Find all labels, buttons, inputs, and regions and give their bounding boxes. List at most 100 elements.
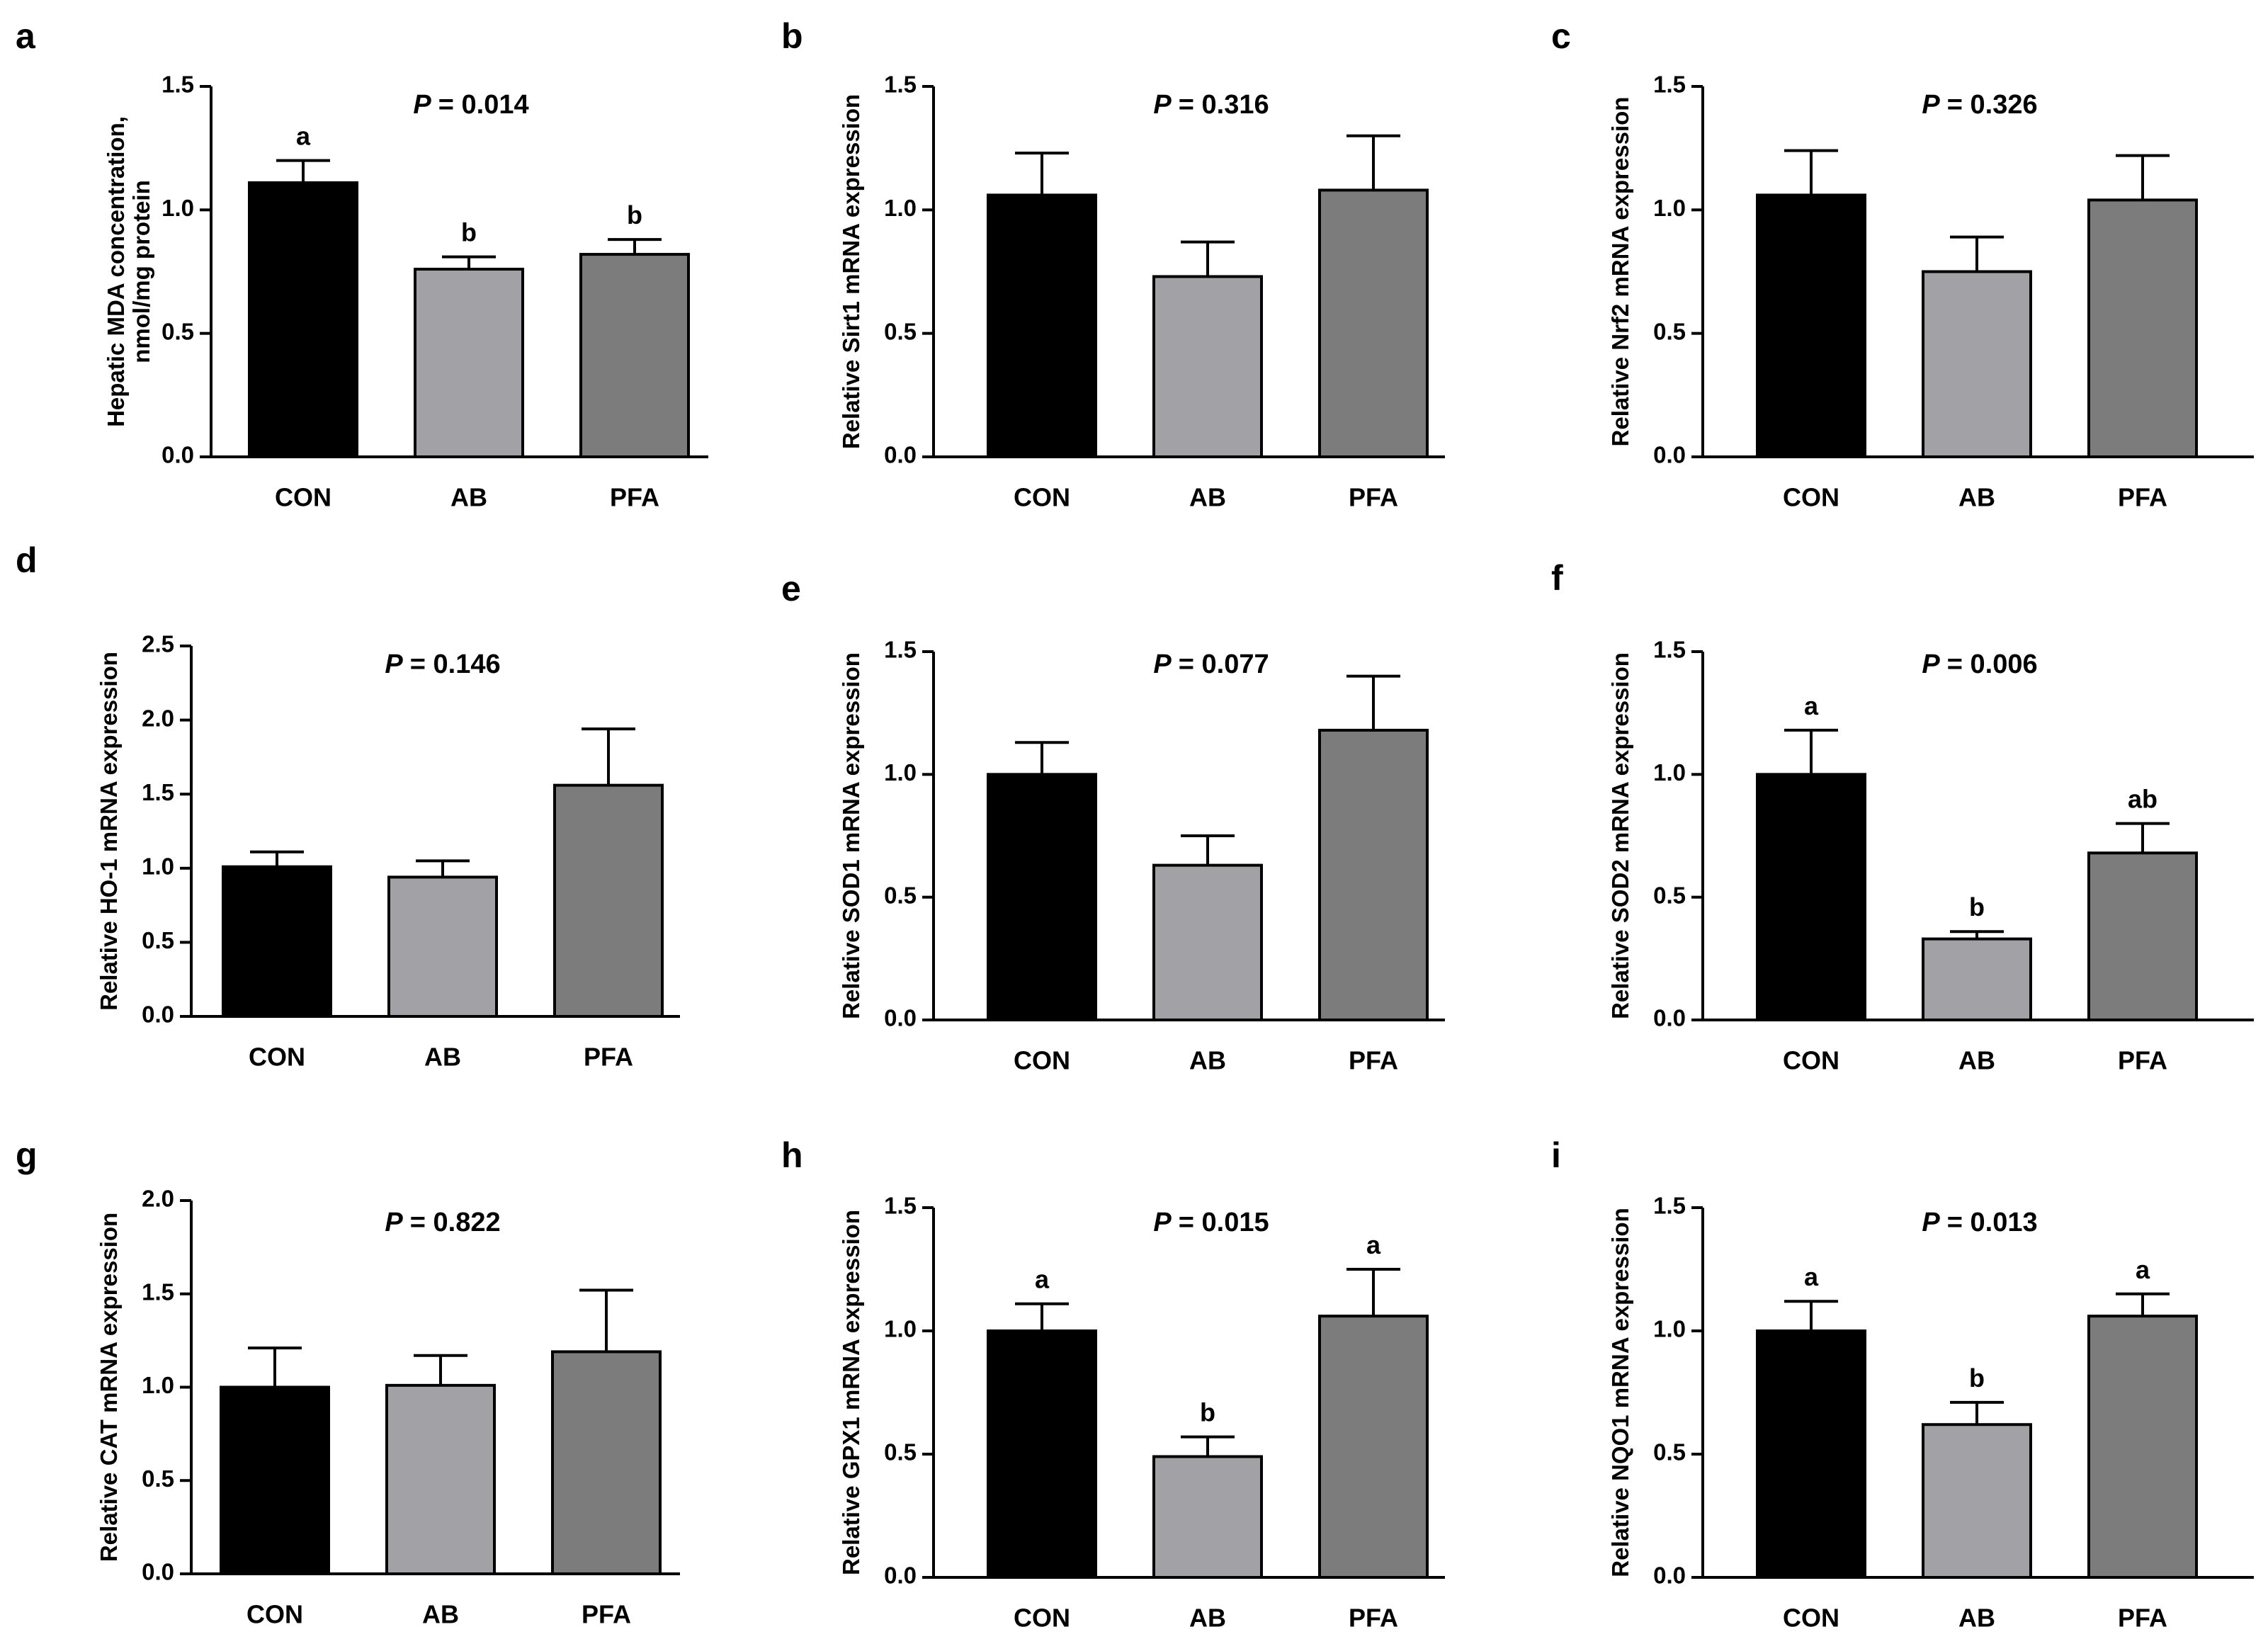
chart-panel-f: f 0.0 0.5 1.0 1.5 Relative SOD2 mRNA expressi… [1551, 558, 2254, 1075]
y-tick-label: 1.5 [142, 1278, 174, 1305]
p-value: = 0.014 [438, 90, 529, 120]
y-tick-label: 1.0 [884, 759, 917, 786]
p-value: = 0.326 [1947, 90, 2038, 120]
x-tick-label: CON [1783, 1046, 1839, 1075]
y-tick-label: 2.5 [142, 631, 174, 657]
x-tick-label: AB [1189, 483, 1226, 512]
x-tick-label: AB [424, 1043, 461, 1072]
bar-con [248, 181, 358, 458]
bar-ab [414, 268, 524, 458]
y-tick-label: 1.5 [1653, 637, 1686, 663]
p-value: = 0.316 [1179, 90, 1269, 120]
y-tick-label: 0.0 [1653, 1005, 1686, 1031]
p-value: = 0.013 [1947, 1208, 2038, 1237]
x-tick-label: AB [422, 1600, 459, 1629]
y-tick-label: 1.0 [161, 195, 194, 221]
x-tick-label: PFA [1349, 1604, 1398, 1633]
bar-pfa [553, 783, 664, 1018]
significance-letter: b [627, 200, 642, 229]
y-tick-label: 1.0 [1653, 1316, 1686, 1342]
p-value-label: P = 0.077 [1153, 650, 1269, 679]
significance-letter: b [1200, 1398, 1215, 1427]
panel-letter: f [1551, 558, 1563, 598]
p-value-label: P = 0.822 [385, 1208, 500, 1237]
chart-panel-d: d 0.0 0.5 1.0 1.5 2.0 2.5 Relative HO-1 mRNA ex… [16, 540, 680, 1072]
panel-letter: h [781, 1135, 803, 1175]
panel-letter: g [16, 1135, 38, 1175]
y-axis-label: Relative NQO1 mRNA expression [1607, 1208, 1633, 1577]
bar-con [222, 865, 332, 1019]
p-symbol: P [413, 90, 431, 120]
p-value: = 0.077 [1179, 650, 1269, 679]
y-tick-label: 1.0 [884, 195, 917, 221]
p-symbol: P [1153, 650, 1172, 679]
bar-pfa [2087, 1315, 2198, 1579]
bar-con [1756, 193, 1866, 458]
bar-ab [1152, 1455, 1263, 1579]
bar-con [220, 1385, 330, 1575]
x-tick-label: PFA [1349, 1046, 1398, 1075]
p-symbol: P [1922, 90, 1940, 120]
x-tick-label: AB [1958, 1046, 1995, 1075]
p-value: = 0.146 [410, 650, 501, 679]
p-value: = 0.006 [1947, 650, 2038, 679]
chart-panel-e: e 0.0 0.5 1.0 1.5 Relative SOD1 mRNA expressi… [781, 569, 1445, 1075]
x-tick-label: AB [450, 483, 487, 512]
bar-pfa [1318, 728, 1429, 1022]
y-axis-label-line2: nmol/mg protein [128, 180, 154, 363]
bar-ab [385, 1383, 496, 1575]
y-tick-label: 0.0 [142, 1002, 174, 1028]
y-axis-label: Relative SOD2 mRNA expression [1607, 652, 1633, 1019]
y-tick-label: 1.0 [142, 853, 174, 880]
p-value-label: P = 0.006 [1922, 650, 2037, 679]
p-symbol: P [385, 1208, 403, 1237]
chart-panel-b: b 0.0 0.5 1.0 1.5 Relative Sirt1 mRNA express… [781, 16, 1445, 512]
chart-panel-a: a 0.0 0.5 1.0 1.5 Hepatic MDA concentration, n… [16, 16, 708, 512]
bar-con [987, 1329, 1097, 1579]
x-tick-label: PFA [2118, 1604, 2167, 1633]
x-tick-label: PFA [2118, 483, 2167, 512]
y-tick-label: 1.5 [884, 1193, 917, 1219]
y-tick-label: 0.5 [884, 1439, 917, 1465]
y-tick-label: 1.5 [1653, 72, 1686, 98]
x-tick-label: CON [246, 1600, 303, 1629]
chart-panel-h: h 0.0 0.5 1.0 1.5 Relative GPX1 mRNA expressi… [781, 1135, 1445, 1633]
x-tick-label: CON [1783, 1604, 1839, 1633]
x-tick-label: PFA [610, 483, 659, 512]
significance-letter: b [1969, 892, 1985, 921]
bar-con [1756, 773, 1866, 1022]
panel-letter: i [1551, 1135, 1561, 1175]
x-tick-label: AB [1958, 1604, 1995, 1633]
bar-pfa [579, 253, 690, 458]
x-tick-label: AB [1958, 483, 1995, 512]
y-tick-label: 0.5 [142, 1465, 174, 1492]
significance-letter: a [1804, 1262, 1819, 1291]
bar-ab [387, 875, 498, 1019]
p-symbol: P [385, 650, 403, 679]
x-tick-label: PFA [584, 1043, 633, 1072]
x-tick-label: AB [1189, 1046, 1226, 1075]
y-tick-label: 0.0 [1653, 1563, 1686, 1589]
panel-letter: b [781, 16, 803, 56]
significance-letter: b [1969, 1363, 1985, 1393]
y-tick-label: 0.5 [142, 927, 174, 953]
y-axis-label: Relative GPX1 mRNA expression [838, 1210, 864, 1575]
y-tick-label: 2.0 [142, 705, 174, 731]
y-axis-label: Relative HO-1 mRNA expression [96, 652, 122, 1011]
x-tick-label: CON [1014, 1046, 1070, 1075]
p-symbol: P [1922, 1208, 1940, 1237]
y-tick-label: 1.5 [884, 637, 917, 663]
bar-con [987, 773, 1097, 1022]
panel-letter: a [16, 16, 36, 56]
bar-con [987, 193, 1097, 458]
y-tick-label: 0.5 [161, 318, 194, 344]
bar-ab [1152, 863, 1263, 1021]
y-axis-label: Hepatic MDA concentration, [103, 116, 129, 427]
p-value-label: P = 0.014 [413, 90, 528, 120]
y-axis-label: Relative CAT mRNA expression [96, 1213, 122, 1562]
bar-ab [1922, 270, 2032, 458]
x-tick-label: CON [1014, 483, 1070, 512]
y-axis-label: Relative Nrf2 mRNA expression [1607, 97, 1633, 447]
x-tick-label: PFA [1349, 483, 1398, 512]
